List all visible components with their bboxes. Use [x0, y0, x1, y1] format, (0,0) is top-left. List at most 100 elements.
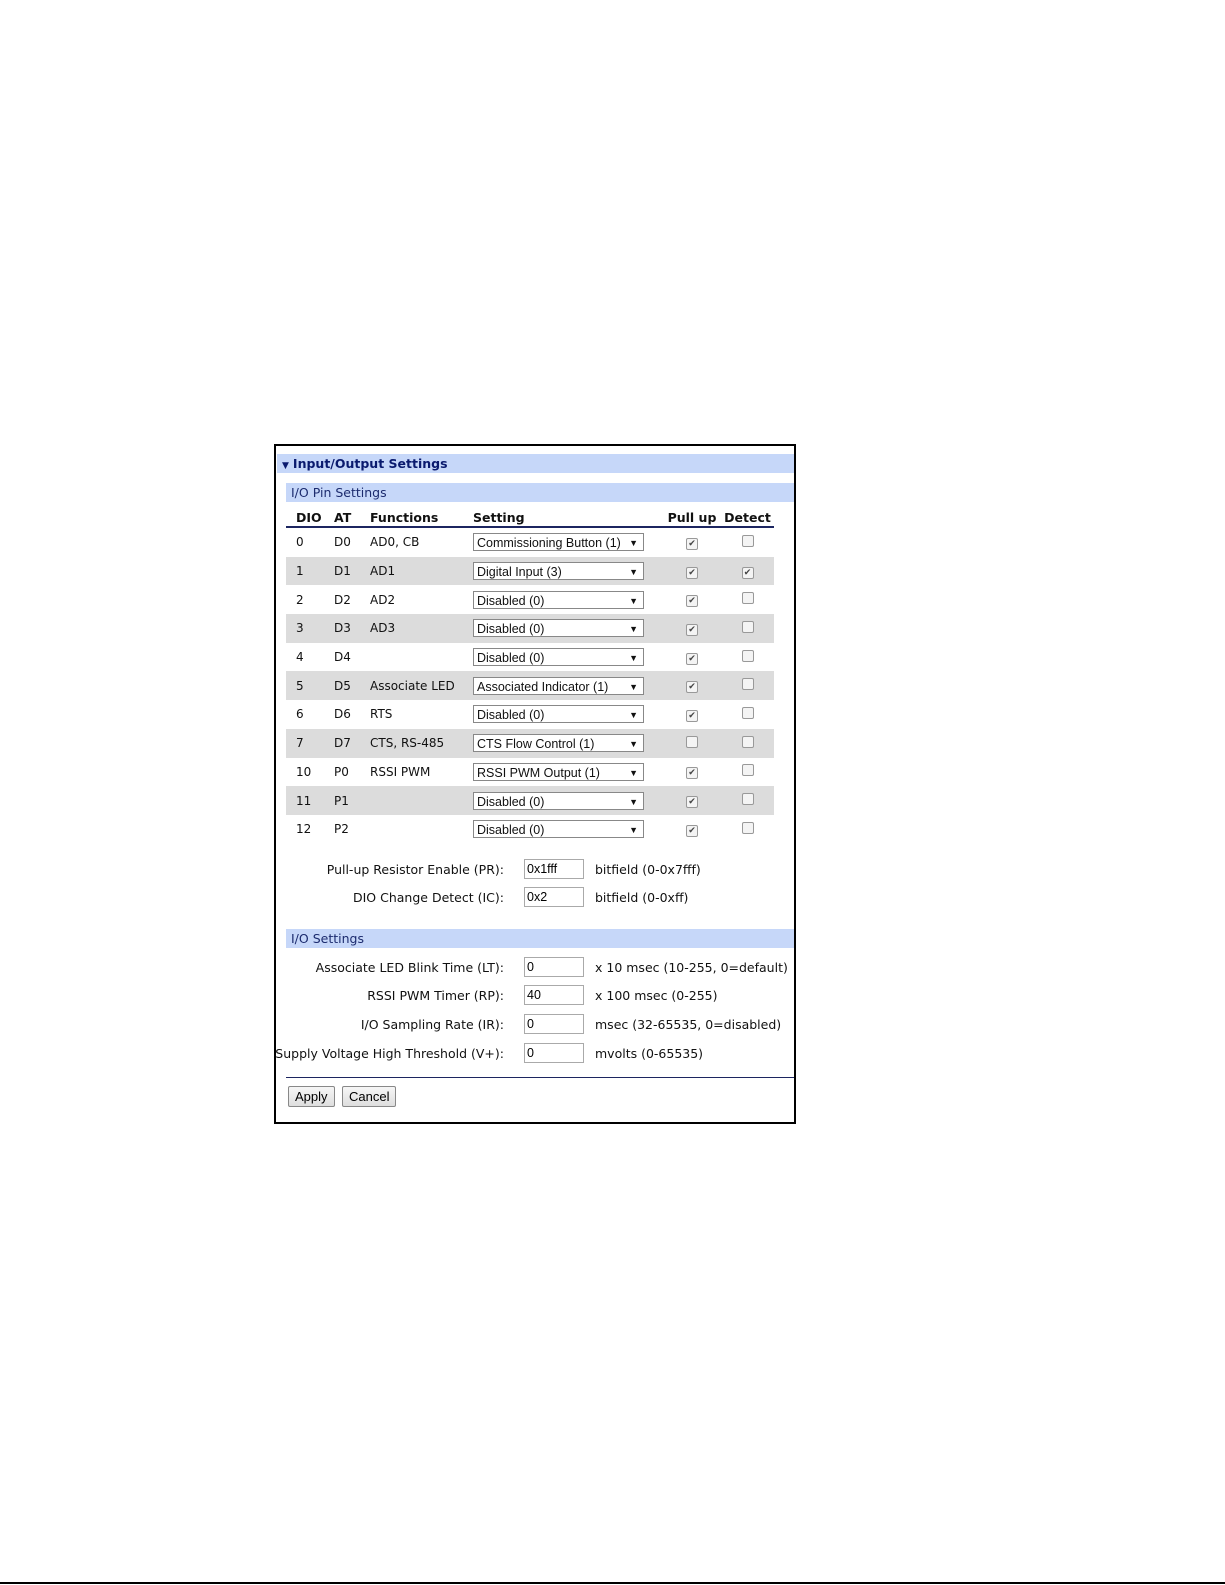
detect-checkbox[interactable]: [741, 678, 754, 691]
detect-checkbox[interactable]: [741, 706, 754, 719]
setting-select[interactable]: Digital Input (3) ▼: [473, 562, 644, 581]
pullup-checkbox[interactable]: ✔: [686, 709, 698, 722]
setting-select[interactable]: Disabled (0) ▼: [473, 619, 644, 638]
form-row: Pull-up Resistor Enable (PR): bitfield (…: [276, 859, 794, 881]
setting-value: Associated Indicator (1): [477, 679, 609, 694]
dio-cell: 11: [286, 786, 334, 815]
dropdown-arrow-icon: ▼: [629, 739, 638, 750]
pullup-checkbox[interactable]: ✔: [686, 824, 698, 837]
dropdown-arrow-icon: ▼: [629, 767, 638, 778]
table-row: 12 P2 Disabled (0) ▼ ✔: [286, 815, 774, 844]
col-setting: Setting: [473, 508, 663, 528]
at-cell: D3: [334, 614, 370, 643]
setting-select[interactable]: Disabled (0) ▼: [473, 705, 644, 724]
functions-cell: AD0, CB: [370, 535, 420, 550]
dio-cell: 6: [296, 707, 304, 722]
field-input[interactable]: [524, 957, 584, 977]
functions-cell: CTS, RS-485: [370, 728, 473, 758]
col-detect: Detect: [721, 508, 774, 528]
detect-checkbox[interactable]: [741, 534, 754, 547]
dio-cell: 2: [296, 592, 304, 607]
dio-cell: 7: [286, 728, 334, 758]
collapse-triangle-icon[interactable]: ▼: [282, 461, 289, 471]
functions-cell: [370, 786, 473, 815]
setting-select[interactable]: Disabled (0) ▼: [473, 791, 644, 810]
setting-value: Commissioning Button (1): [477, 536, 621, 551]
dio-cell: 3: [286, 614, 334, 643]
setting-select[interactable]: Disabled (0) ▼: [473, 820, 644, 839]
table-row: 11 P1 Disabled (0) ▼ ✔: [286, 786, 774, 815]
field-input[interactable]: [524, 1014, 584, 1034]
functions-cell: Associate LED: [370, 671, 473, 701]
section-header[interactable]: ▼ Input/Output Settings: [277, 454, 794, 473]
at-cell: P2: [334, 822, 349, 837]
io-settings-header: I/O Settings: [286, 929, 794, 948]
dropdown-arrow-icon: ▼: [629, 681, 638, 692]
form-row: Associate LED Blink Time (LT): x 10 msec…: [276, 957, 794, 979]
field-hint: x 10 msec (10-255, 0=default): [595, 960, 788, 975]
field-label: Supply Voltage High Threshold (V+):: [275, 1046, 504, 1061]
detect-checkbox[interactable]: [741, 735, 754, 748]
field-hint: x 100 msec (0-255): [595, 988, 718, 1003]
field-input[interactable]: [524, 985, 584, 1005]
dropdown-arrow-icon: ▼: [629, 825, 638, 836]
field-input[interactable]: [524, 1043, 584, 1063]
pullup-checkbox[interactable]: ✔: [686, 566, 698, 579]
detect-checkbox[interactable]: [741, 592, 754, 605]
setting-value: Disabled (0): [477, 823, 545, 838]
field-input[interactable]: [524, 859, 584, 879]
at-cell: D4: [334, 650, 351, 665]
pullup-checkbox[interactable]: ✔: [686, 681, 698, 694]
dio-cell: 0: [296, 535, 304, 550]
at-cell: P1: [334, 786, 370, 815]
setting-select[interactable]: Disabled (0) ▼: [473, 590, 644, 609]
detect-checkbox[interactable]: [741, 620, 754, 633]
table-row: 6 D6 RTS Disabled (0) ▼ ✔: [286, 700, 774, 729]
pin-table: DIO AT Functions Setting Pull up Detect …: [286, 508, 774, 844]
functions-cell: [370, 643, 473, 672]
form-row: DIO Change Detect (IC): bitfield (0-0xff…: [276, 887, 794, 909]
table-row: 0 D0 AD0, CB Commissioning Button (1) ▼ ✔: [286, 527, 774, 557]
detect-checkbox[interactable]: [741, 764, 754, 777]
col-functions: Functions: [370, 508, 473, 528]
setting-select[interactable]: Commissioning Button (1) ▼: [473, 533, 644, 552]
pullup-checkbox[interactable]: ✔: [686, 767, 698, 780]
detect-checkbox[interactable]: [741, 649, 754, 662]
field-hint: bitfield (0-0x7fff): [595, 862, 701, 877]
form-row: Supply Voltage High Threshold (V+): mvol…: [275, 1043, 794, 1065]
dio-cell: 1: [286, 556, 334, 586]
functions-cell: RSSI PWM: [370, 764, 431, 779]
at-cell: D0: [334, 535, 351, 550]
apply-button[interactable]: Apply: [288, 1086, 335, 1107]
functions-cell: [370, 815, 473, 844]
dropdown-arrow-icon: ▼: [629, 567, 638, 578]
cancel-button[interactable]: Cancel: [342, 1086, 397, 1107]
setting-select[interactable]: Associated Indicator (1) ▼: [473, 676, 644, 695]
dio-cell: 4: [296, 650, 304, 665]
field-input[interactable]: [524, 887, 584, 907]
pullup-checkbox[interactable]: ✔: [686, 652, 698, 665]
functions-cell: AD3: [370, 614, 473, 643]
form-row: I/O Sampling Rate (IR): msec (32-65535, …: [276, 1014, 794, 1036]
section-title: Input/Output Settings: [292, 456, 448, 471]
pullup-checkbox[interactable]: ✔: [686, 537, 698, 550]
at-cell: D6: [334, 707, 351, 722]
dropdown-arrow-icon: ▼: [629, 796, 638, 807]
pullup-checkbox[interactable]: [686, 735, 698, 748]
setting-select[interactable]: RSSI PWM Output (1) ▼: [473, 762, 644, 781]
detect-checkbox[interactable]: [741, 821, 754, 834]
col-pullup: Pull up: [663, 508, 721, 528]
pullup-checkbox[interactable]: ✔: [686, 595, 698, 608]
field-label: DIO Change Detect (IC):: [353, 890, 504, 905]
dropdown-arrow-icon: ▼: [629, 595, 638, 606]
setting-select[interactable]: Disabled (0) ▼: [473, 648, 644, 667]
pullup-checkbox[interactable]: ✔: [686, 796, 698, 809]
detect-checkbox[interactable]: ✔: [741, 566, 754, 579]
pullup-checkbox[interactable]: ✔: [686, 623, 698, 636]
pin-settings-header: I/O Pin Settings: [286, 483, 794, 502]
form-row: RSSI PWM Timer (RP): x 100 msec (0-255): [276, 985, 794, 1007]
setting-select[interactable]: CTS Flow Control (1) ▼: [473, 734, 644, 753]
detect-checkbox[interactable]: [741, 793, 754, 806]
field-hint: bitfield (0-0xff): [595, 890, 689, 905]
setting-value: Disabled (0): [477, 651, 545, 666]
